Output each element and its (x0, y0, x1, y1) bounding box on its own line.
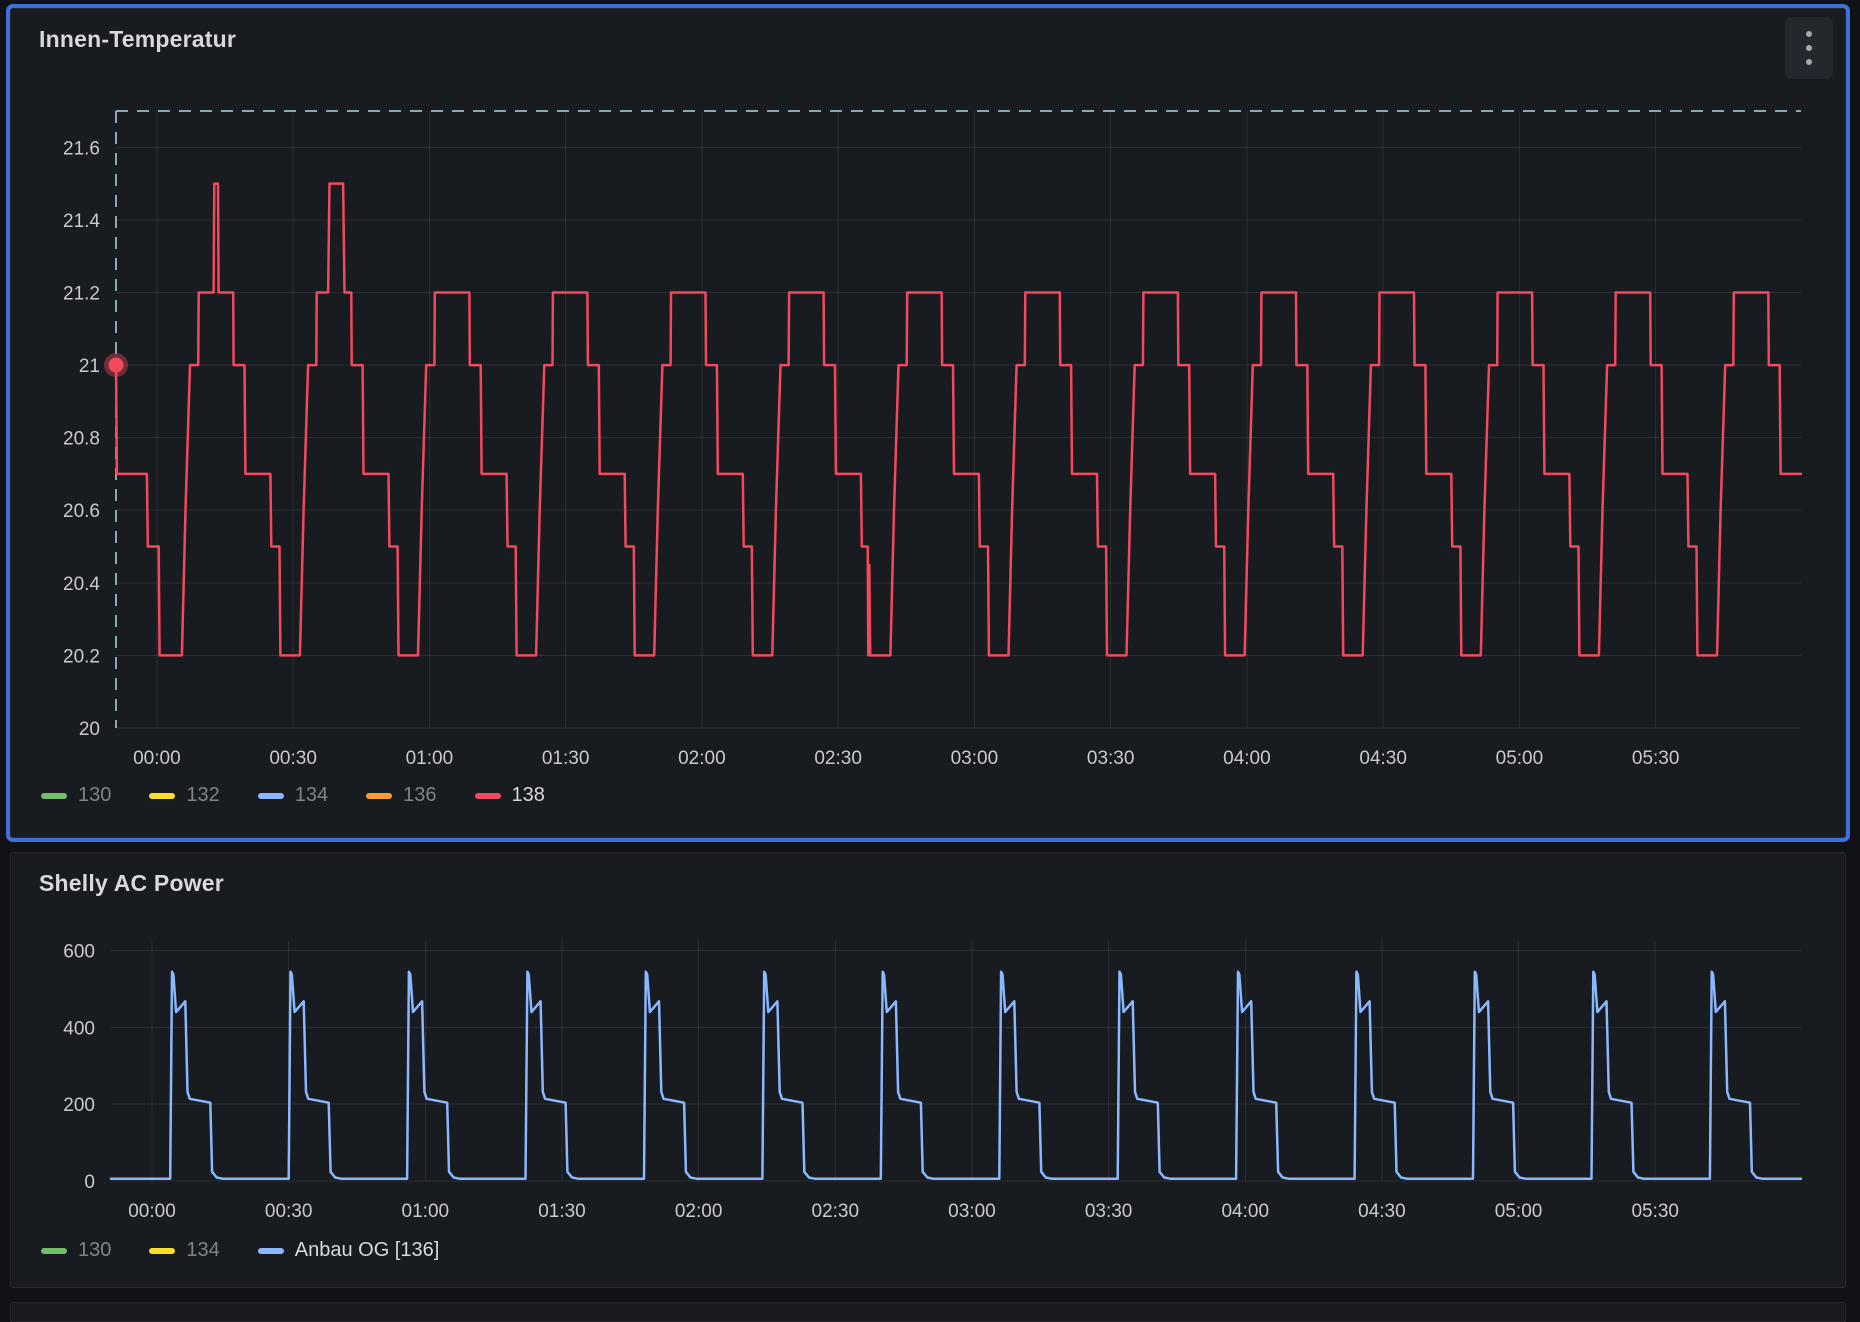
series-color-swatch (41, 1248, 67, 1254)
legend-item-anbau-og-136[interactable]: Anbau OG [136] (258, 1239, 440, 1262)
x-axis-label: 03:00 (948, 1201, 996, 1222)
y-axis-label: 200 (63, 1095, 95, 1116)
panel-header: Shelly AC Power (11, 853, 1845, 913)
x-axis-label: 03:00 (951, 748, 999, 769)
x-axis-label: 04:30 (1359, 748, 1407, 769)
kebab-menu-icon (1806, 31, 1812, 37)
x-axis-label: 05:00 (1496, 748, 1544, 769)
y-axis-label: 21.2 (63, 283, 100, 304)
y-axis-label: 20.6 (63, 501, 100, 522)
x-axis-label: 01:30 (538, 1201, 586, 1222)
series-color-swatch (475, 793, 501, 799)
legend-label: 136 (403, 784, 436, 807)
x-axis-label: 04:00 (1221, 1201, 1269, 1222)
y-axis-label: 21.6 (63, 138, 100, 159)
panel-innen-temperatur: Innen-Temperatur 20 20.2 20.4 20.6 20.8 21 21.… (10, 8, 1846, 838)
series-color-swatch (41, 793, 67, 799)
x-axis-label: 05:00 (1495, 1201, 1543, 1222)
x-axis-label: 01:30 (542, 748, 590, 769)
y-axis-label: 20.4 (63, 574, 100, 595)
legend-item-138[interactable]: 138 (475, 784, 545, 807)
power-legend: 130 134 Anbau OG [136] (41, 1239, 1825, 1262)
temperature-chart-plot[interactable]: 20 20.2 20.4 20.6 20.8 21 21.2 21.4 21.6 00:00 00:… (11, 69, 1847, 769)
series-color-swatch (149, 793, 175, 799)
series-color-swatch (258, 1248, 284, 1254)
legend-label: 132 (186, 784, 219, 807)
x-axis-label: 05:30 (1632, 748, 1680, 769)
legend-item-134[interactable]: 134 (149, 1239, 219, 1262)
x-axis-label: 03:30 (1085, 1201, 1133, 1222)
series-color-swatch (149, 1248, 175, 1254)
legend-label: 130 (78, 1239, 111, 1262)
y-axis-label: 20.8 (63, 429, 100, 450)
x-axis-label: 00:30 (269, 748, 317, 769)
panel-header: Innen-Temperatur (11, 9, 1845, 69)
grafana-dashboard: { "colors": { "page_bg": "#111217", "pan… (0, 0, 1860, 1316)
panel-shelly-ac-power: Shelly AC Power 0 200 400 600 00:00 00:30 01:0… (10, 852, 1846, 1288)
power-chart-plot[interactable]: 0 200 400 600 00:00 00:30 01:00 01:30 02:00 02:30… (11, 911, 1847, 1241)
legend-item-130[interactable]: 130 (41, 784, 111, 807)
y-axis-label: 400 (63, 1018, 95, 1039)
legend-item-136[interactable]: 136 (366, 784, 436, 807)
x-axis-label: 02:00 (678, 748, 726, 769)
panel-title[interactable]: Shelly AC Power (39, 870, 224, 897)
legend-label: 130 (78, 784, 111, 807)
legend-label: Anbau OG [136] (295, 1239, 440, 1262)
series-start-marker (109, 358, 124, 373)
x-axis-label: 01:00 (406, 748, 454, 769)
x-axis-label: 03:30 (1087, 748, 1135, 769)
y-axis-label: 21 (79, 356, 100, 377)
y-axis-label: 20 (79, 719, 100, 740)
series-color-swatch (258, 793, 284, 799)
y-axis-label: 600 (63, 942, 95, 963)
x-axis-label: 00:00 (133, 748, 181, 769)
x-axis-label: 00:00 (128, 1201, 176, 1222)
series-line (111, 972, 1801, 1179)
x-axis-label: 05:30 (1631, 1201, 1679, 1222)
legend-item-130[interactable]: 130 (41, 1239, 111, 1262)
series-color-swatch (366, 793, 392, 799)
y-axis-label: 0 (84, 1172, 95, 1193)
legend-label: 138 (512, 784, 545, 807)
legend-label: 134 (295, 784, 328, 807)
legend-item-134[interactable]: 134 (258, 784, 328, 807)
x-axis-label: 02:30 (812, 1201, 860, 1222)
series-line (116, 184, 1801, 656)
kebab-menu-icon (1806, 59, 1812, 65)
temperature-legend: 130 132 134 136 138 (41, 784, 1825, 807)
panel-partial-bottom (10, 1302, 1846, 1322)
panel-title[interactable]: Innen-Temperatur (39, 26, 236, 53)
y-axis-label: 21.4 (63, 211, 100, 232)
legend-label: 134 (186, 1239, 219, 1262)
kebab-menu-icon (1806, 45, 1812, 51)
x-axis-label: 04:30 (1358, 1201, 1406, 1222)
y-axis-label: 20.2 (63, 646, 100, 667)
x-axis-label: 02:00 (675, 1201, 723, 1222)
x-axis-label: 01:00 (402, 1201, 450, 1222)
x-axis-label: 04:00 (1223, 748, 1271, 769)
legend-item-132[interactable]: 132 (149, 784, 219, 807)
x-axis-label: 00:30 (265, 1201, 313, 1222)
x-axis-label: 02:30 (814, 748, 862, 769)
